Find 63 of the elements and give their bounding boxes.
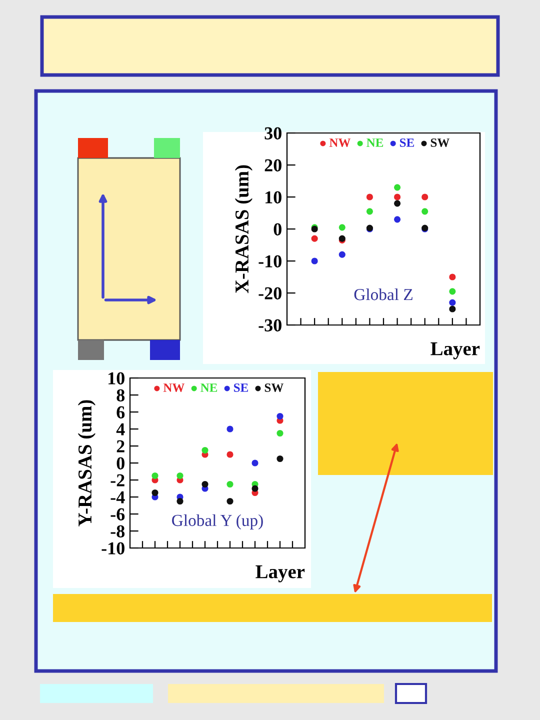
point	[422, 194, 428, 200]
x-axis-title: Layer	[430, 342, 480, 360]
legend-label: NW	[329, 138, 351, 147]
y-tick-label: 0	[274, 223, 282, 236]
point	[176, 472, 184, 480]
legend-label: NE	[200, 384, 218, 392]
point	[394, 216, 401, 223]
y-tick-label: 6	[116, 406, 125, 418]
y-tick-label: -30	[258, 319, 282, 332]
y-tick-label: 30	[264, 127, 282, 140]
y-tick-label: 8	[116, 389, 125, 402]
annotation: Global Y (up)	[172, 514, 263, 530]
point	[276, 455, 284, 462]
y-tick-label: 10	[266, 191, 282, 204]
x-axis-title: Layer	[256, 565, 305, 582]
y-tick-label: -6	[110, 508, 125, 520]
annotation: Global Z	[354, 288, 412, 300]
legend-label: SW	[264, 383, 284, 392]
legend-label: SE	[400, 138, 414, 147]
y-tick-label: 2	[116, 440, 124, 452]
point	[202, 446, 208, 454]
point	[202, 480, 208, 488]
legend-label: NE	[366, 138, 384, 147]
point	[152, 472, 158, 480]
point	[366, 208, 374, 215]
y-tick-label: 4	[116, 423, 125, 436]
y-tick-label: -20	[258, 287, 282, 300]
legend-label: SW	[430, 138, 450, 147]
point	[226, 498, 234, 505]
y-axis-title: X-RASAS (um)	[234, 165, 253, 294]
point	[226, 451, 234, 458]
point	[338, 224, 346, 231]
legend-label: SE	[234, 383, 248, 392]
point	[394, 200, 401, 207]
point	[449, 288, 456, 295]
point	[449, 306, 456, 312]
point	[276, 412, 284, 420]
y-tick-label: -10	[102, 542, 124, 554]
y-tick-label: 0	[116, 457, 124, 470]
point	[252, 460, 258, 466]
point	[311, 258, 318, 264]
point	[176, 498, 184, 505]
point	[449, 299, 456, 306]
y-tick-label: 20	[264, 159, 282, 172]
y-tick-label: 10	[108, 372, 124, 384]
point	[422, 208, 428, 215]
y-tick-label: -8	[110, 525, 125, 538]
y-axis-title: Y-RASAS (um)	[78, 400, 96, 526]
point	[226, 426, 234, 432]
y-tick-label: -10	[258, 255, 282, 268]
point	[394, 194, 401, 200]
point	[394, 184, 401, 191]
y-tick-label: -4	[110, 491, 125, 504]
point	[276, 430, 284, 437]
point	[311, 235, 318, 242]
point	[338, 251, 346, 258]
point	[449, 274, 456, 280]
legend-label: NW	[163, 384, 185, 392]
point	[226, 480, 234, 488]
y-tick-label: -2	[110, 474, 124, 486]
point	[252, 485, 258, 492]
point	[366, 194, 374, 200]
point	[152, 489, 158, 496]
